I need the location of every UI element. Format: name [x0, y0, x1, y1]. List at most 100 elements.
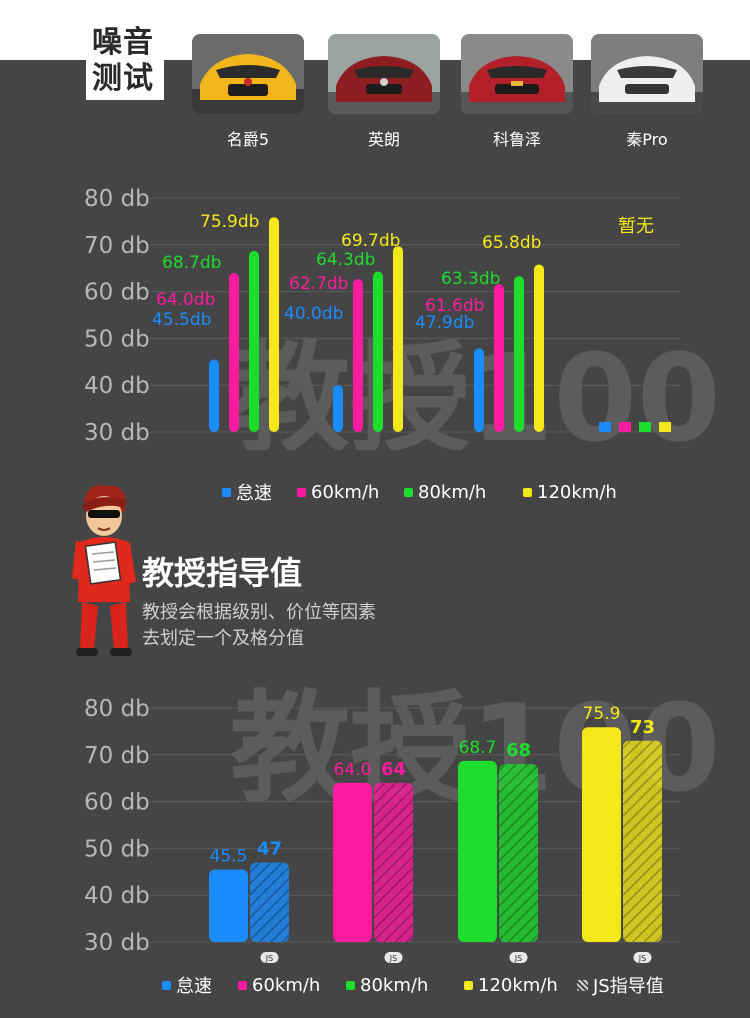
measured-label: 64.0 — [334, 760, 372, 780]
legend-swatch — [222, 487, 231, 497]
js-label: 73 — [630, 717, 655, 738]
bar — [209, 359, 219, 432]
legend-swatch — [523, 487, 532, 497]
guide-desc-line: 去划定一个及格分值 — [142, 628, 304, 649]
legend-label: 60km/h — [311, 481, 380, 503]
y-tick-label: 60 db — [84, 790, 150, 816]
legend-item: 80km/h — [346, 975, 428, 996]
section-title-box: 噪音 测试 — [86, 24, 164, 100]
bar — [514, 276, 524, 432]
y-tick-label: 50 db — [84, 326, 150, 352]
y-tick-label: 80 db — [84, 696, 150, 722]
legend-label: 怠速 — [236, 483, 272, 504]
legend-item: 120km/h — [464, 975, 558, 996]
legend-swatch — [297, 487, 306, 497]
js-guide-bar-hatch — [499, 764, 538, 942]
legend-item: 60km/h — [297, 482, 379, 503]
y-tick-label: 40 db — [84, 883, 150, 909]
bar — [373, 271, 383, 432]
legend-swatch — [464, 980, 473, 990]
js-badge — [260, 952, 279, 963]
js-badge — [509, 952, 528, 963]
legend-item: 60km/h — [238, 975, 320, 996]
y-tick-label: 70 db — [84, 233, 150, 259]
y-tick-label: 70 db — [84, 743, 150, 769]
car-photo-qinpro — [591, 34, 703, 114]
car-name: 英朗 — [367, 130, 400, 149]
js-label: 68 — [506, 740, 531, 761]
bar — [474, 348, 484, 432]
legend-item: 120km/h — [523, 482, 617, 503]
no-data-annotation: 暂无 — [618, 216, 654, 237]
data-label: 61.6db — [425, 296, 484, 316]
legend-swatch — [346, 980, 355, 990]
hatch-swatch — [577, 979, 588, 991]
y-tick-label: 30 db — [84, 420, 150, 446]
js-guide-bar-hatch — [374, 782, 413, 942]
bar — [249, 250, 259, 432]
car-photo-yinglang — [328, 34, 440, 114]
measured-bar — [582, 727, 621, 942]
legend-item: 80km/h — [404, 482, 486, 503]
legend-swatch — [238, 980, 247, 990]
car-name: 秦Pro — [626, 130, 668, 149]
bar — [269, 217, 279, 432]
measured-bar — [458, 760, 497, 942]
legend-chart2: 怠速 60km/h 80km/h 120km/h JS指导值 — [0, 972, 750, 998]
data-label: 40.0db — [284, 304, 343, 324]
no-data-marker — [639, 422, 651, 432]
js-badge — [633, 952, 652, 963]
measured-label: 75.9 — [583, 704, 621, 724]
data-label: 68.7db — [162, 253, 221, 273]
data-label: 47.9db — [415, 313, 474, 333]
legend-label: 80km/h — [360, 974, 429, 996]
js-badge-text: JS — [514, 954, 522, 963]
data-label: 64.0db — [156, 290, 215, 310]
legend-item: 怠速 — [222, 479, 272, 505]
measured-bar — [209, 869, 248, 942]
js-guide-bar-hatch — [250, 862, 289, 942]
data-label: 63.3db — [441, 269, 500, 289]
legend-label: 80km/h — [418, 481, 487, 503]
bar — [229, 272, 239, 432]
data-label: 64.3db — [316, 250, 375, 270]
js-guide-bar-hatch — [623, 740, 662, 942]
js-badge-text: JS — [265, 954, 273, 963]
y-tick-label: 80 db — [84, 186, 150, 212]
js-label: 47 — [257, 838, 282, 859]
legend-swatch — [404, 487, 413, 497]
bar — [353, 278, 363, 432]
js-label: 64 — [381, 759, 406, 780]
bar — [333, 385, 343, 432]
legend-label: 怠速 — [176, 976, 212, 997]
car-photo-cruze — [461, 34, 573, 114]
measured-bar — [333, 782, 372, 942]
guide-desc-line: 教授会根据级别、价位等因素 — [142, 602, 376, 623]
legend-item: JS指导值 — [577, 972, 664, 998]
measured-label: 45.5 — [210, 846, 248, 866]
data-label: 69.7db — [341, 231, 400, 251]
bar — [534, 264, 544, 432]
legend-label: JS指导值 — [593, 976, 664, 997]
y-tick-label: 50 db — [84, 836, 150, 862]
guide-description: 教授会根据级别、价位等因素 去划定一个及格分值 — [142, 600, 376, 652]
legend-chart1: 怠速 60km/h 80km/h 120km/h — [0, 480, 750, 504]
data-label: 62.7db — [289, 274, 348, 294]
js-badge-text: JS — [389, 954, 397, 963]
professor-mascot — [72, 485, 136, 656]
title-line-2: 测试 — [92, 61, 154, 96]
y-tick-label: 40 db — [84, 373, 150, 399]
legend-label: 120km/h — [478, 974, 558, 996]
data-label: 65.8db — [482, 233, 541, 253]
no-data-marker — [619, 422, 631, 432]
guide-title: 教授指导值 — [142, 554, 303, 592]
y-tick-label: 60 db — [84, 280, 150, 306]
js-badge — [384, 952, 403, 963]
car-name: 名爵5 — [226, 130, 270, 149]
y-tick-label: 30 db — [84, 930, 150, 956]
car-photo-mg5 — [192, 34, 304, 114]
legend-label: 60km/h — [252, 974, 321, 996]
measured-label: 68.7 — [459, 738, 497, 758]
